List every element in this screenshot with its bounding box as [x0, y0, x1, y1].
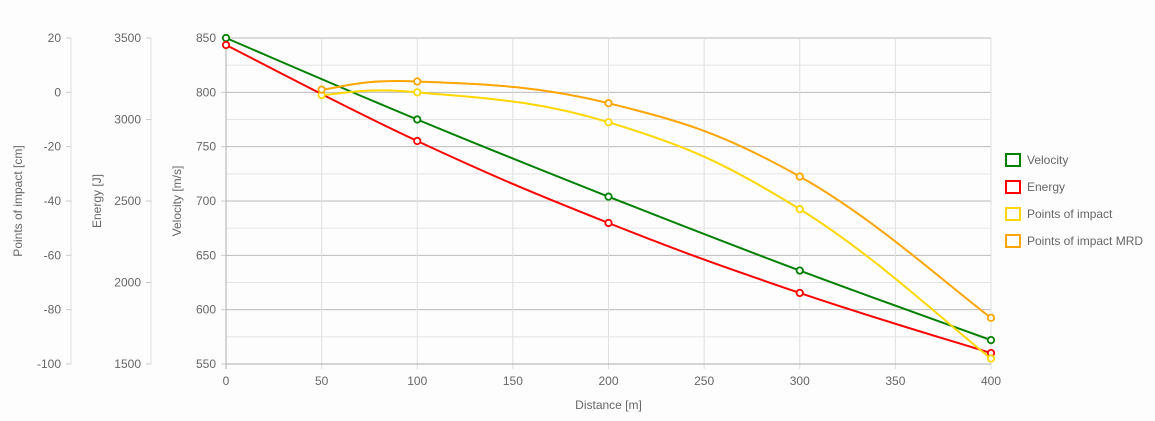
data-point[interactable]: [604, 192, 613, 201]
energy-axis-title: Energy [J]: [90, 174, 104, 228]
data-point[interactable]: [795, 266, 804, 275]
x-tick-label: 100: [407, 374, 427, 388]
series-line: [321, 79, 992, 319]
velocity-tick-label: 650: [196, 248, 216, 262]
x-tick-label: 150: [503, 374, 523, 388]
velocity-tick-label: 700: [196, 194, 216, 208]
velocity-tick-label: 800: [196, 85, 216, 99]
poi-axis-title: Points of impact [cm]: [11, 145, 25, 256]
x-tick-label: 50: [315, 374, 329, 388]
data-point[interactable]: [604, 118, 613, 127]
poi-tick-label: -40: [44, 194, 62, 208]
data-point[interactable]: [986, 335, 996, 345]
x-tick-label: 250: [694, 374, 714, 388]
energy-tick-label: 2000: [114, 276, 141, 290]
legend: Velocity Energy Points of impact Points of …: [1005, 153, 1143, 248]
velocity-tick-label: 850: [196, 31, 216, 45]
legend-label[interactable]: Points of impact: [1027, 207, 1113, 221]
x-tick-label: 350: [885, 374, 905, 388]
data-point[interactable]: [795, 288, 804, 298]
legend-label[interactable]: Energy: [1027, 180, 1065, 194]
energy-tick-label: 3500: [114, 31, 141, 45]
data-point[interactable]: [317, 85, 326, 94]
poi-tick-label: 0: [54, 85, 61, 99]
velocity-tick-label: 550: [196, 357, 216, 371]
x-tick-label: 200: [598, 374, 618, 388]
data-point[interactable]: [413, 136, 422, 146]
data-point[interactable]: [795, 205, 804, 214]
poi-tick-label: 20: [48, 31, 62, 45]
poi-tick-label: -60: [44, 248, 62, 262]
legend-swatch[interactable]: [1005, 207, 1021, 221]
poi-tick-label: -20: [44, 140, 62, 154]
legend-swatch[interactable]: [1005, 234, 1021, 248]
energy-tick-label: 2500: [114, 194, 141, 208]
velocity-tick-label: 600: [196, 303, 216, 317]
data-point[interactable]: [986, 313, 996, 322]
data-point[interactable]: [604, 99, 613, 108]
poi-tick-label: -100: [37, 357, 61, 371]
data-point[interactable]: [795, 172, 804, 181]
energy-tick-label: 1500: [114, 357, 141, 371]
energy-tick-label: 3000: [114, 113, 141, 127]
legend-label[interactable]: Velocity: [1027, 153, 1068, 167]
data-point[interactable]: [221, 40, 231, 50]
data-point[interactable]: [413, 115, 422, 124]
velocity-tick-label: 750: [196, 140, 216, 154]
x-tick-label: 400: [981, 374, 1001, 388]
legend-swatch[interactable]: [1005, 180, 1021, 194]
series-layer: [221, 33, 996, 363]
poi-tick-label: -80: [44, 303, 62, 317]
x-tick-label: 0: [223, 374, 230, 388]
legend-label[interactable]: Points of impact MRD: [1027, 234, 1143, 248]
data-point[interactable]: [604, 218, 613, 228]
legend-swatch[interactable]: [1005, 153, 1021, 167]
x-axis-title: Distance [m]: [575, 398, 642, 412]
velocity-axis-title: Velocity [m/s]: [170, 166, 184, 237]
data-point[interactable]: [413, 88, 422, 97]
data-point[interactable]: [221, 33, 231, 43]
x-tick-label: 300: [790, 374, 810, 388]
series-line: [321, 89, 992, 360]
data-point[interactable]: [413, 77, 422, 86]
data-point[interactable]: [986, 354, 996, 363]
